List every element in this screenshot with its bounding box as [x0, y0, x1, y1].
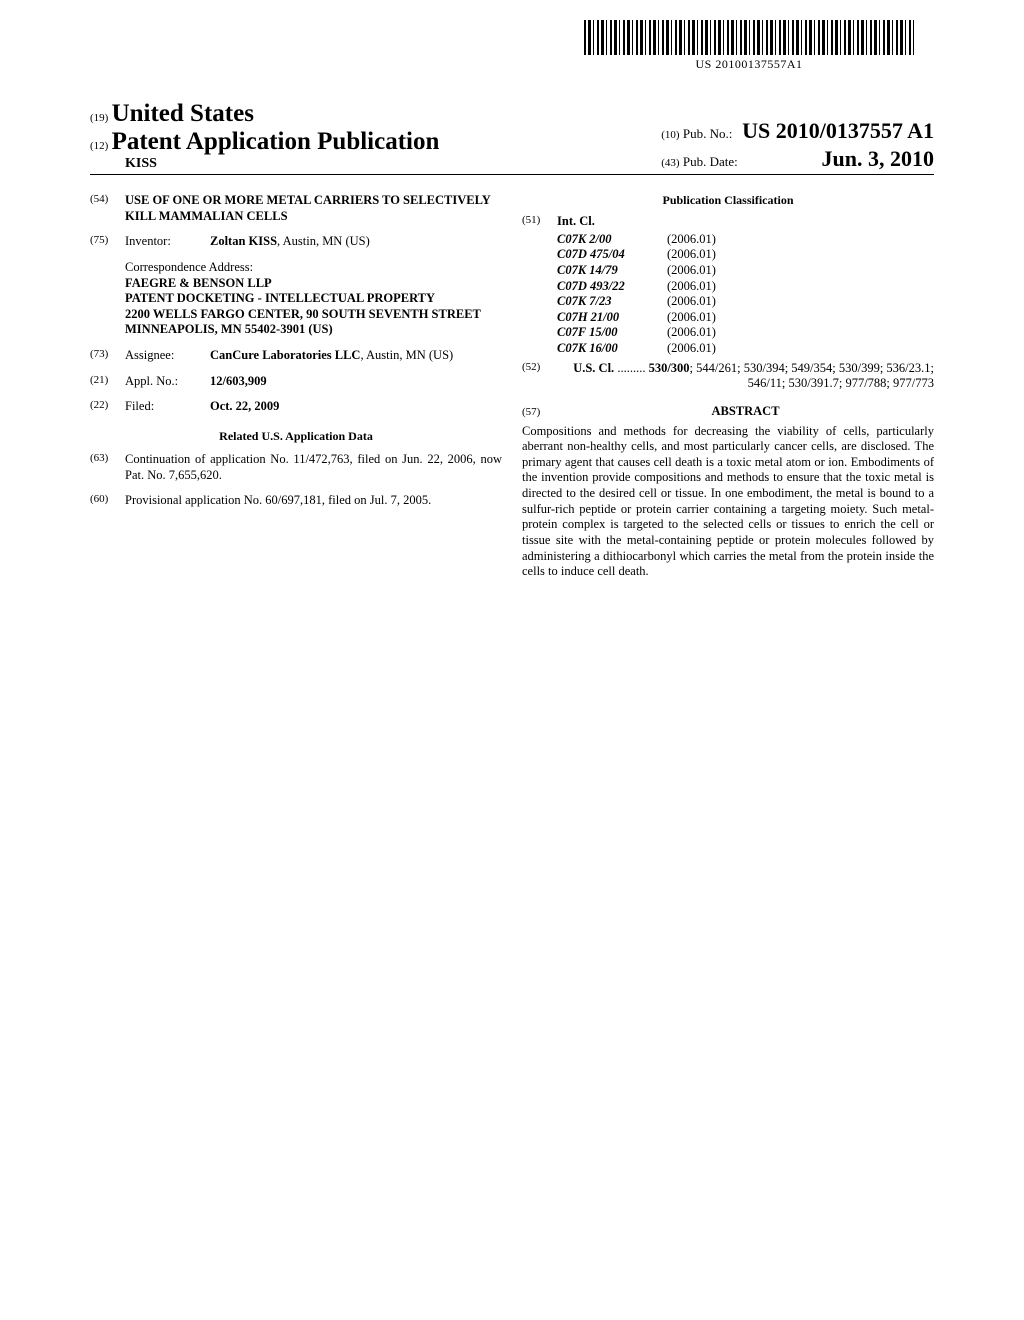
- intcl-label: Int. Cl.: [557, 214, 934, 230]
- country: United States: [112, 100, 254, 127]
- intcl-date: (2006.01): [667, 263, 716, 279]
- intcl-row: C07K 2/00(2006.01): [557, 232, 934, 248]
- pub-no-label: Pub. No.:: [683, 126, 732, 141]
- pub-no: US 2010/0137557 A1: [742, 118, 934, 143]
- intcl-date: (2006.01): [667, 247, 716, 263]
- field-52: (52) U.S. Cl. ......... 530/300; 544/261…: [522, 361, 934, 392]
- field-75: (75) Inventor: Zoltan KISS, Austin, MN (…: [90, 234, 502, 250]
- inventor-surname: KISS: [125, 156, 439, 172]
- filed-value: Oct. 22, 2009: [210, 399, 502, 415]
- body-columns: (54) USE OF ONE OR MORE METAL CARRIERS T…: [90, 193, 934, 580]
- intcl-code: C07K 16/00: [557, 341, 667, 357]
- field-73: (73) Assignee: CanCure Laboratories LLC,…: [90, 348, 502, 364]
- country-line: (19) United States: [90, 100, 439, 128]
- pub-type-line: (12) Patent Application Publication: [90, 128, 439, 156]
- field-21: (21) Appl. No.: 12/603,909: [90, 374, 502, 390]
- intcl-date: (2006.01): [667, 279, 716, 295]
- field-num-75: (75): [90, 234, 125, 250]
- intcl-date: (2006.01): [667, 310, 716, 326]
- intcl-row: C07D 475/04(2006.01): [557, 247, 934, 263]
- intcl-code: C07D 493/22: [557, 279, 667, 295]
- intcl-code: C07H 21/00: [557, 310, 667, 326]
- barcode: [584, 20, 914, 55]
- field-num-51: (51): [522, 214, 557, 230]
- field-54: (54) USE OF ONE OR MORE METAL CARRIERS T…: [90, 193, 502, 224]
- uscl-lead: 530/300: [649, 361, 690, 375]
- header: (19) United States (12) Patent Applicati…: [90, 100, 934, 175]
- pc-heading: Publication Classification: [522, 193, 934, 208]
- field-num-19: (19): [90, 112, 108, 124]
- intcl-row: C07D 493/22(2006.01): [557, 279, 934, 295]
- intcl-table: C07K 2/00(2006.01) C07D 475/04(2006.01) …: [557, 232, 934, 357]
- intcl-date: (2006.01): [667, 232, 716, 248]
- invention-title: USE OF ONE OR MORE METAL CARRIERS TO SEL…: [125, 193, 502, 224]
- filed-label: Filed:: [125, 399, 210, 415]
- intcl-code: C07K 2/00: [557, 232, 667, 248]
- intcl-row: C07K 7/23(2006.01): [557, 294, 934, 310]
- assignee-label: Assignee:: [125, 348, 210, 364]
- field-num-12: (12): [90, 140, 108, 152]
- barcode-block: US 20100137557A1: [584, 20, 914, 72]
- intcl-row: C07K 16/00(2006.01): [557, 341, 934, 357]
- corr-line-3: 2200 WELLS FARGO CENTER, 90 SOUTH SEVENT…: [125, 307, 502, 323]
- field-num-57: (57): [522, 406, 557, 420]
- field-num-73: (73): [90, 348, 125, 364]
- field-63: (63) Continuation of application No. 11/…: [90, 452, 502, 483]
- field-num-21: (21): [90, 374, 125, 390]
- corr-line-2: PATENT DOCKETING - INTELLECTUAL PROPERTY: [125, 291, 502, 307]
- intcl-code: C07K 14/79: [557, 263, 667, 279]
- header-right: (10) Pub. No.: US 2010/0137557 A1 (43) P…: [661, 116, 934, 172]
- inventor-value: Zoltan KISS, Austin, MN (US): [210, 234, 502, 250]
- header-left: (19) United States (12) Patent Applicati…: [90, 100, 439, 172]
- related-heading: Related U.S. Application Data: [90, 429, 502, 444]
- correspondence-address: Correspondence Address: FAEGRE & BENSON …: [125, 260, 502, 338]
- corr-label: Correspondence Address:: [125, 260, 502, 276]
- intcl-code: C07F 15/00: [557, 325, 667, 341]
- assignee-value: CanCure Laboratories LLC, Austin, MN (US…: [210, 348, 502, 364]
- corr-line-4: MINNEAPOLIS, MN 55402-3901 (US): [125, 322, 502, 338]
- continuation-text: Continuation of application No. 11/472,7…: [125, 452, 502, 483]
- intcl-row: C07H 21/00(2006.01): [557, 310, 934, 326]
- uscl-rest: ; 544/261; 530/394; 549/354; 530/399; 53…: [690, 361, 934, 391]
- uscl-label: U.S. Cl.: [573, 361, 614, 375]
- applno-value: 12/603,909: [210, 374, 502, 390]
- applno-label: Appl. No.:: [125, 374, 210, 390]
- right-column: Publication Classification (51) Int. Cl.…: [522, 193, 934, 580]
- provisional-text: Provisional application No. 60/697,181, …: [125, 493, 502, 509]
- field-60: (60) Provisional application No. 60/697,…: [90, 493, 502, 509]
- field-num-10: (10): [661, 129, 679, 141]
- abstract-text: Compositions and methods for decreasing …: [522, 424, 934, 580]
- intcl-date: (2006.01): [667, 341, 716, 357]
- intcl-code: C07K 7/23: [557, 294, 667, 310]
- abstract-heading: ABSTRACT: [557, 404, 934, 420]
- field-num-43: (43): [661, 157, 679, 169]
- pub-date: Jun. 3, 2010: [822, 146, 934, 172]
- intcl-date: (2006.01): [667, 294, 716, 310]
- uscl-dots: .........: [617, 361, 648, 375]
- field-num-54: (54): [90, 193, 125, 224]
- intcl-date: (2006.01): [667, 325, 716, 341]
- pub-type: Patent Application Publication: [112, 128, 440, 155]
- pub-date-label: Pub. Date:: [683, 154, 738, 169]
- inventor-name: Zoltan KISS: [210, 234, 277, 248]
- intcl-code: C07D 475/04: [557, 247, 667, 263]
- field-num-60: (60): [90, 493, 125, 509]
- field-num-52: (52): [522, 361, 557, 392]
- inventor-label: Inventor:: [125, 234, 210, 250]
- assignee-name: CanCure Laboratories LLC: [210, 348, 360, 362]
- field-22: (22) Filed: Oct. 22, 2009: [90, 399, 502, 415]
- assignee-loc: , Austin, MN (US): [360, 348, 453, 362]
- left-column: (54) USE OF ONE OR MORE METAL CARRIERS T…: [90, 193, 502, 580]
- field-num-63: (63): [90, 452, 125, 483]
- corr-line-1: FAEGRE & BENSON LLP: [125, 276, 502, 292]
- field-num-22: (22): [90, 399, 125, 415]
- barcode-text: US 20100137557A1: [584, 57, 914, 72]
- intcl-row: C07K 14/79(2006.01): [557, 263, 934, 279]
- intcl-row: C07F 15/00(2006.01): [557, 325, 934, 341]
- inventor-loc: , Austin, MN (US): [277, 234, 370, 248]
- page: (19) United States (12) Patent Applicati…: [0, 0, 1024, 620]
- field-51: (51) Int. Cl.: [522, 214, 934, 230]
